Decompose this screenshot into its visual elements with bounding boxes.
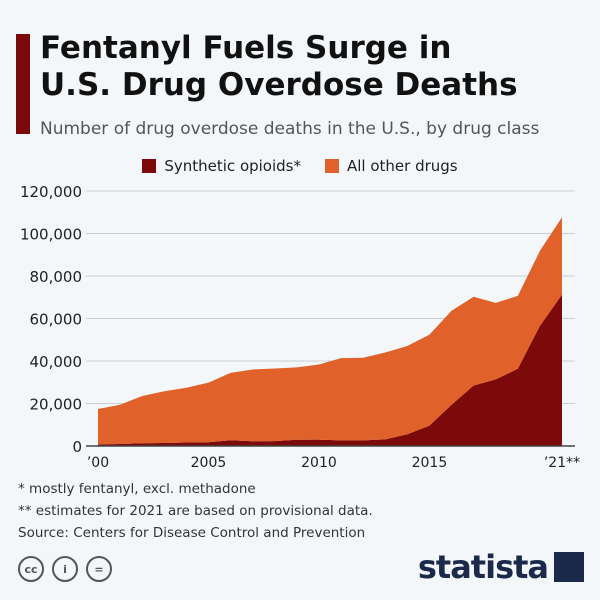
footnote-2: ** estimates for 2021 are based on provi…: [18, 503, 373, 519]
legend-swatch: [325, 159, 339, 173]
y-tick-label: 60,000: [30, 311, 83, 329]
x-tick-label: 2015: [412, 455, 448, 471]
footnotes: * mostly fentanyl, excl. methadone ** es…: [18, 478, 373, 544]
footnote-1: * mostly fentanyl, excl. methadone: [18, 481, 256, 497]
y-tick-label: 20,000: [30, 396, 83, 414]
statista-logo[interactable]: statista: [418, 548, 584, 586]
y-tick-label: 100,000: [20, 226, 82, 244]
page-title: Fentanyl Fuels Surge in U.S. Drug Overdo…: [40, 30, 518, 104]
y-tick-label: 40,000: [30, 353, 83, 371]
title-line-1: Fentanyl Fuels Surge in: [40, 30, 452, 66]
brand-name: statista: [417, 548, 549, 586]
source: Source: Centers for Disease Control and …: [18, 525, 366, 541]
title-accent-bar: [16, 34, 30, 134]
legend: Synthetic opioids* All other drugs: [0, 157, 600, 175]
y-tick-label: 120,000: [20, 183, 82, 201]
license-icons: cc i =: [18, 556, 112, 582]
title-line-2: U.S. Drug Overdose Deaths: [40, 67, 518, 103]
legend-label: All other drugs: [347, 157, 458, 175]
legend-label: Synthetic opioids*: [164, 157, 301, 175]
cc-icon[interactable]: cc: [18, 556, 44, 582]
by-icon[interactable]: i: [52, 556, 78, 582]
subtitle: Number of drug overdose deaths in the U.…: [40, 119, 540, 139]
y-tick-label: 80,000: [30, 268, 83, 286]
x-tick-label: ’00: [87, 455, 109, 471]
nd-icon[interactable]: =: [86, 556, 112, 582]
logo-mark-icon: [554, 552, 584, 582]
x-tick-label: 2005: [191, 455, 227, 471]
legend-swatch: [142, 159, 157, 173]
legend-item-other: All other drugs: [325, 157, 458, 175]
x-tick-label: 2010: [301, 455, 337, 471]
y-tick-label: 0: [72, 438, 82, 456]
legend-item-synthetic: Synthetic opioids*: [142, 157, 301, 175]
area-series-synthetic-opioids: [98, 294, 562, 446]
area-series-all-other-drugs: [98, 217, 562, 445]
x-tick-label: ’21**: [544, 455, 580, 471]
